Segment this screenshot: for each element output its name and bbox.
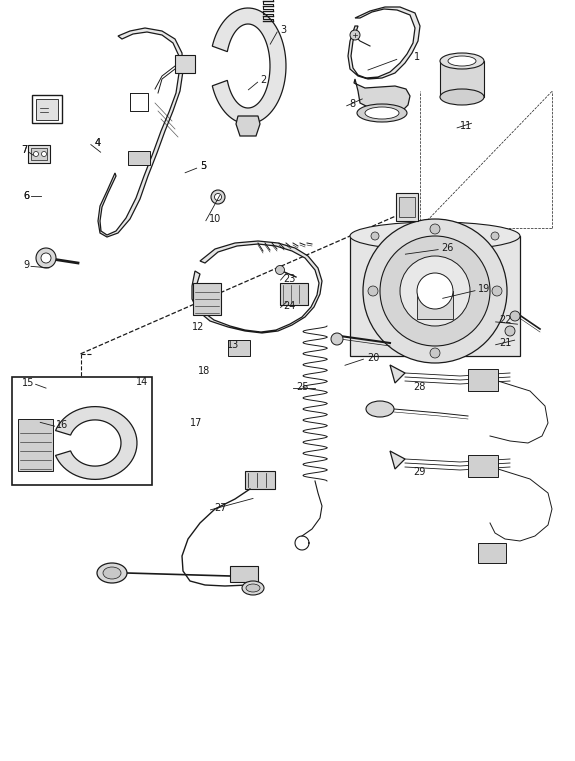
Circle shape [363, 219, 507, 363]
Bar [468, 369, 498, 391]
Circle shape [371, 232, 379, 240]
Text: 8: 8 [350, 99, 356, 110]
Circle shape [33, 151, 39, 157]
Bar [230, 566, 258, 582]
Ellipse shape [97, 563, 127, 583]
Bar [478, 543, 506, 563]
Text: 17: 17 [190, 418, 202, 428]
Ellipse shape [440, 53, 484, 69]
Bar [440, 61, 484, 97]
Text: 9: 9 [24, 260, 30, 270]
Circle shape [510, 311, 520, 321]
Bar [417, 291, 453, 319]
Polygon shape [390, 365, 405, 383]
Ellipse shape [366, 401, 394, 417]
Text: 16: 16 [56, 419, 68, 430]
Ellipse shape [440, 89, 484, 105]
Text: 25: 25 [296, 381, 309, 392]
Circle shape [350, 30, 360, 40]
Ellipse shape [350, 222, 520, 250]
Circle shape [36, 248, 56, 268]
Bar [128, 151, 150, 165]
Circle shape [430, 348, 440, 358]
Circle shape [275, 266, 285, 275]
Circle shape [491, 232, 499, 240]
Ellipse shape [448, 56, 476, 66]
Text: 28: 28 [413, 381, 426, 392]
Circle shape [211, 190, 225, 204]
Text: 15: 15 [22, 377, 34, 388]
Polygon shape [348, 7, 420, 79]
Circle shape [368, 286, 378, 296]
Ellipse shape [246, 584, 260, 592]
Polygon shape [236, 116, 260, 136]
Text: 7: 7 [21, 145, 28, 155]
Polygon shape [56, 406, 137, 479]
Text: 18: 18 [198, 366, 210, 377]
Text: 11: 11 [460, 121, 472, 132]
Text: 7: 7 [21, 145, 28, 155]
Text: 26: 26 [442, 243, 454, 253]
Bar [399, 197, 415, 217]
Bar [280, 283, 308, 305]
Text: 23: 23 [283, 273, 296, 284]
Bar [193, 283, 221, 315]
Bar [36, 99, 58, 120]
Circle shape [492, 286, 502, 296]
Text: 1: 1 [414, 52, 420, 62]
Text: 12: 12 [192, 322, 205, 333]
Bar [468, 455, 498, 477]
Circle shape [331, 333, 343, 345]
Circle shape [380, 236, 490, 346]
Polygon shape [212, 8, 286, 124]
Bar [175, 55, 195, 73]
Polygon shape [192, 241, 322, 333]
Text: 22: 22 [499, 315, 512, 326]
Text: 10: 10 [209, 214, 221, 224]
Ellipse shape [365, 107, 399, 119]
Text: 20: 20 [367, 352, 380, 363]
Circle shape [41, 151, 47, 157]
Bar [396, 193, 418, 221]
Text: 13: 13 [227, 340, 239, 351]
Text: 14: 14 [136, 377, 148, 387]
Bar [28, 145, 50, 163]
Ellipse shape [103, 567, 121, 579]
Polygon shape [98, 28, 183, 237]
Circle shape [430, 224, 440, 234]
Bar [245, 471, 275, 489]
Circle shape [214, 193, 221, 200]
Circle shape [400, 256, 470, 326]
Text: 29: 29 [413, 466, 426, 477]
Bar [228, 340, 250, 356]
Bar [32, 95, 62, 123]
Text: 27: 27 [214, 503, 227, 514]
Text: 5: 5 [200, 161, 206, 171]
Text: 6: 6 [24, 190, 30, 201]
Text: 19: 19 [478, 284, 490, 295]
Bar [12, 377, 152, 485]
Text: 4: 4 [95, 138, 101, 148]
Ellipse shape [357, 104, 407, 122]
Text: 3: 3 [281, 24, 287, 35]
Circle shape [417, 273, 453, 309]
Text: 6: 6 [24, 190, 30, 201]
Polygon shape [354, 79, 410, 113]
Text: 2: 2 [260, 75, 267, 85]
Text: 4: 4 [95, 138, 101, 148]
Circle shape [505, 326, 515, 336]
Text: 21: 21 [499, 338, 512, 349]
Circle shape [41, 253, 51, 263]
Text: 5: 5 [200, 161, 206, 171]
Polygon shape [390, 451, 405, 469]
Ellipse shape [242, 581, 264, 595]
Bar [31, 148, 47, 160]
Bar [350, 236, 520, 356]
Bar [18, 419, 53, 471]
Text: 24: 24 [283, 301, 296, 311]
